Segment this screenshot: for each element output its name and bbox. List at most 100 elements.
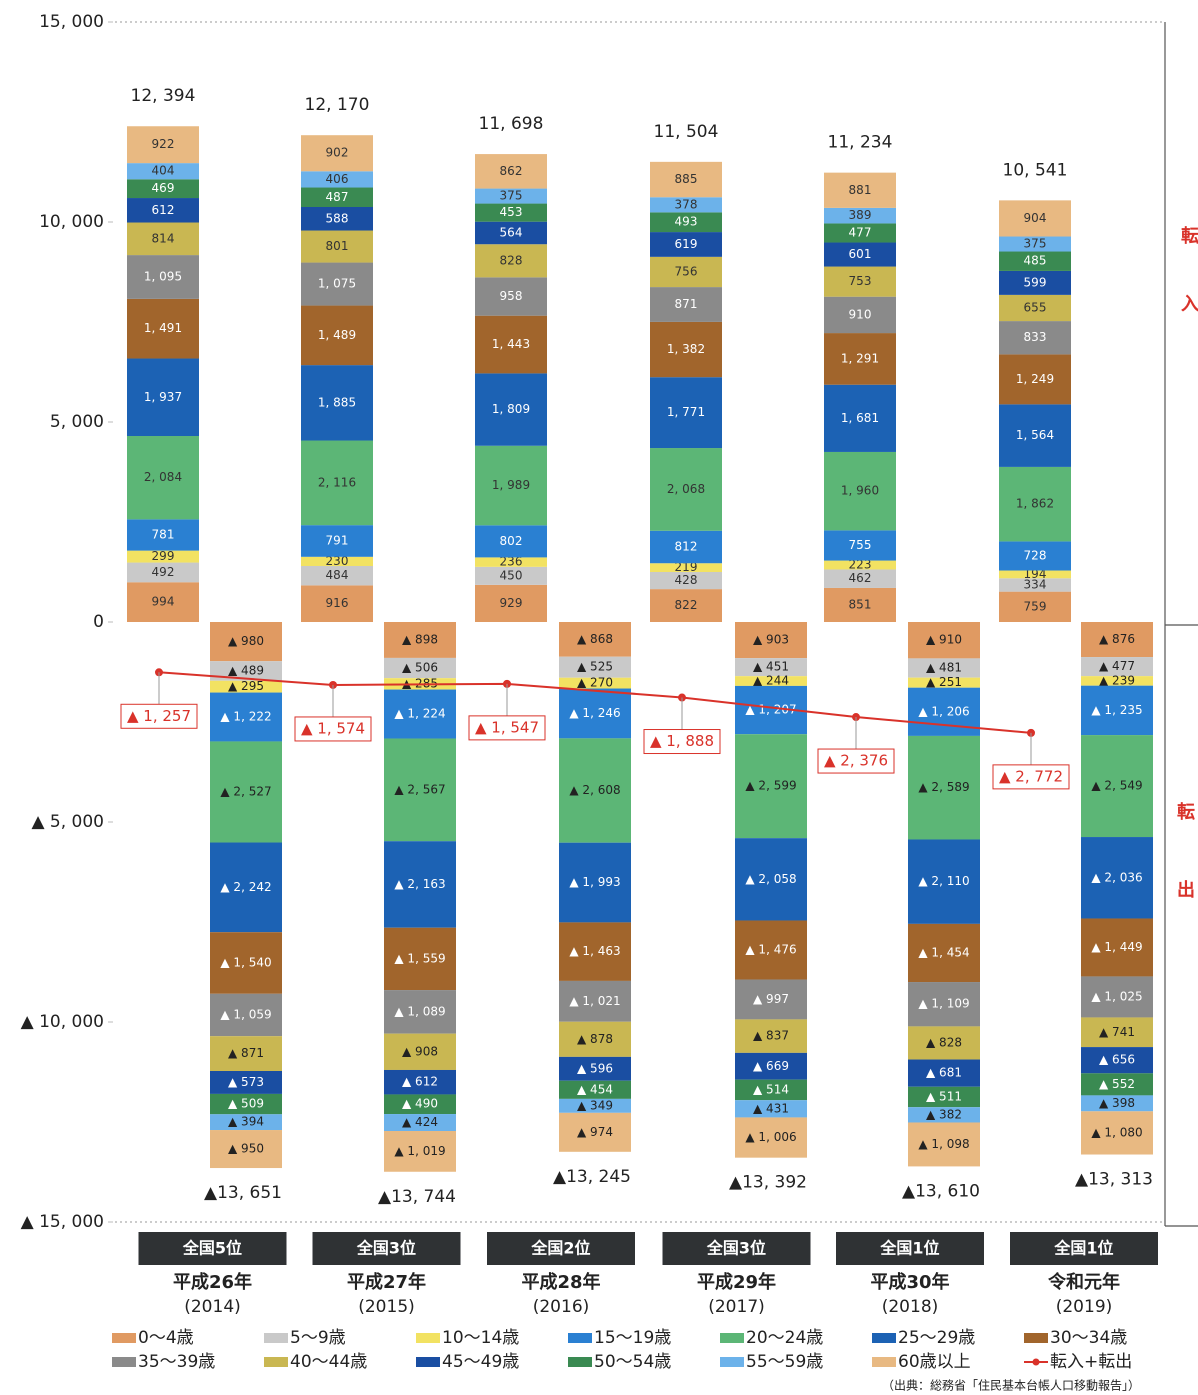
bar-segment [908,1107,980,1123]
bar-segment [559,677,631,689]
data-label: ▲ 669 [753,1059,789,1073]
bar-segment [1081,918,1153,977]
x-tick-sublabel: (2015) [358,1297,415,1317]
bar-segment [475,525,547,558]
bar-segment [127,298,199,359]
data-label: 929 [500,596,523,610]
bar-segment [908,982,980,1027]
rank-box [312,1232,461,1265]
bar-segment [1081,1017,1153,1048]
data-label: ▲ 1, 059 [220,1007,271,1021]
total-label: ▲13, 392 [729,1173,807,1193]
legend-label: 20～24歳 [746,1328,823,1348]
data-label: ▲ 525 [577,660,613,674]
data-label: ▲ 552 [1099,1077,1135,1091]
rank-box [662,1232,811,1265]
data-label: 1, 095 [144,269,182,283]
net-label: ▲ 1, 574 [301,719,365,737]
net-label-box [643,729,721,755]
legend-label: 60歳以上 [898,1352,971,1372]
bar-segment [559,1112,631,1152]
bar-segment [999,321,1071,355]
net-label: ▲ 2, 772 [999,767,1063,785]
bar-segment [824,569,896,588]
data-label: 375 [1024,237,1047,251]
rank-label: 全国3位 [356,1239,416,1258]
bar-segment [908,1086,980,1108]
total-label: ▲13, 313 [1075,1170,1153,1190]
bar-segment [999,404,1071,467]
bar-segment [559,656,631,678]
source: （出典：総務省「住民基本台帳人口移動報告」） [882,1378,1140,1393]
bar-segment [210,932,282,994]
x-tick-sublabel: (2017) [708,1297,765,1317]
data-label: ▲ 573 [228,1075,264,1089]
bar-segment [824,172,896,208]
bar-segment [475,203,547,222]
bar-segment [559,622,631,657]
bar-segment [999,466,1071,542]
data-label: 236 [500,555,523,569]
bar-segment [1081,657,1153,677]
bar-segment [908,658,980,678]
data-label: 902 [326,146,349,160]
data-label: ▲ 997 [753,992,789,1006]
data-label: ▲ 974 [577,1125,613,1139]
bar-segment [559,980,631,1022]
y-tick-label: 0 [93,612,104,632]
data-label: ▲ 285 [402,676,438,690]
bar-segment [908,677,980,688]
bar-segment [301,525,373,557]
data-label: ▲ 1, 463 [569,944,620,958]
bar-segment [1081,685,1153,736]
data-label: 1, 885 [318,395,356,409]
legend-swatch [1024,1333,1048,1343]
bar-segment [999,570,1071,579]
bar-segment [559,922,631,981]
bar-segment [999,294,1071,322]
data-label: 219 [675,560,698,574]
data-label: 728 [1024,548,1047,562]
legend-swatch [568,1357,592,1367]
net-label: ▲ 1, 888 [650,732,714,750]
data-label: 493 [675,215,698,229]
data-label: ▲ 898 [402,632,438,646]
data-label: 469 [152,181,175,195]
net-label-box [817,748,895,774]
bar-segment [301,207,373,231]
data-label: ▲ 244 [753,674,789,688]
bar-segment [650,448,722,531]
bar-segment [127,519,199,551]
legend-swatch [720,1357,744,1367]
legend-label: 40～44歳 [290,1352,367,1372]
data-label: 612 [152,203,175,217]
data-label: 588 [326,211,349,225]
bar-segment [475,154,547,189]
data-label: ▲ 1, 235 [1091,703,1142,717]
data-label: 1, 564 [1016,428,1054,442]
legend-swatch [872,1357,896,1367]
bar-segment [301,566,373,586]
data-label: 828 [500,253,523,267]
data-label: 1, 489 [318,328,356,342]
data-label: 862 [500,164,523,178]
data-label: 599 [1024,275,1047,289]
data-label: 791 [326,533,349,547]
bar-segment [1081,976,1153,1018]
data-label: 485 [1024,254,1047,268]
x-tick-sublabel: (2019) [1056,1297,1113,1317]
data-label: 389 [849,208,872,222]
data-label: ▲ 2, 527 [220,784,271,798]
data-label: ▲ 1, 006 [745,1130,796,1144]
data-label: ▲ 490 [402,1097,438,1111]
bar-segment [559,688,631,739]
total-label: ▲13, 245 [553,1167,631,1187]
legend-swatch [872,1333,896,1343]
bar-segment [384,1069,456,1095]
bar-segment [127,163,199,180]
bar-segment [650,256,722,288]
bar-segment [824,242,896,267]
data-label: 759 [1024,599,1047,613]
bar-segment [999,200,1071,237]
